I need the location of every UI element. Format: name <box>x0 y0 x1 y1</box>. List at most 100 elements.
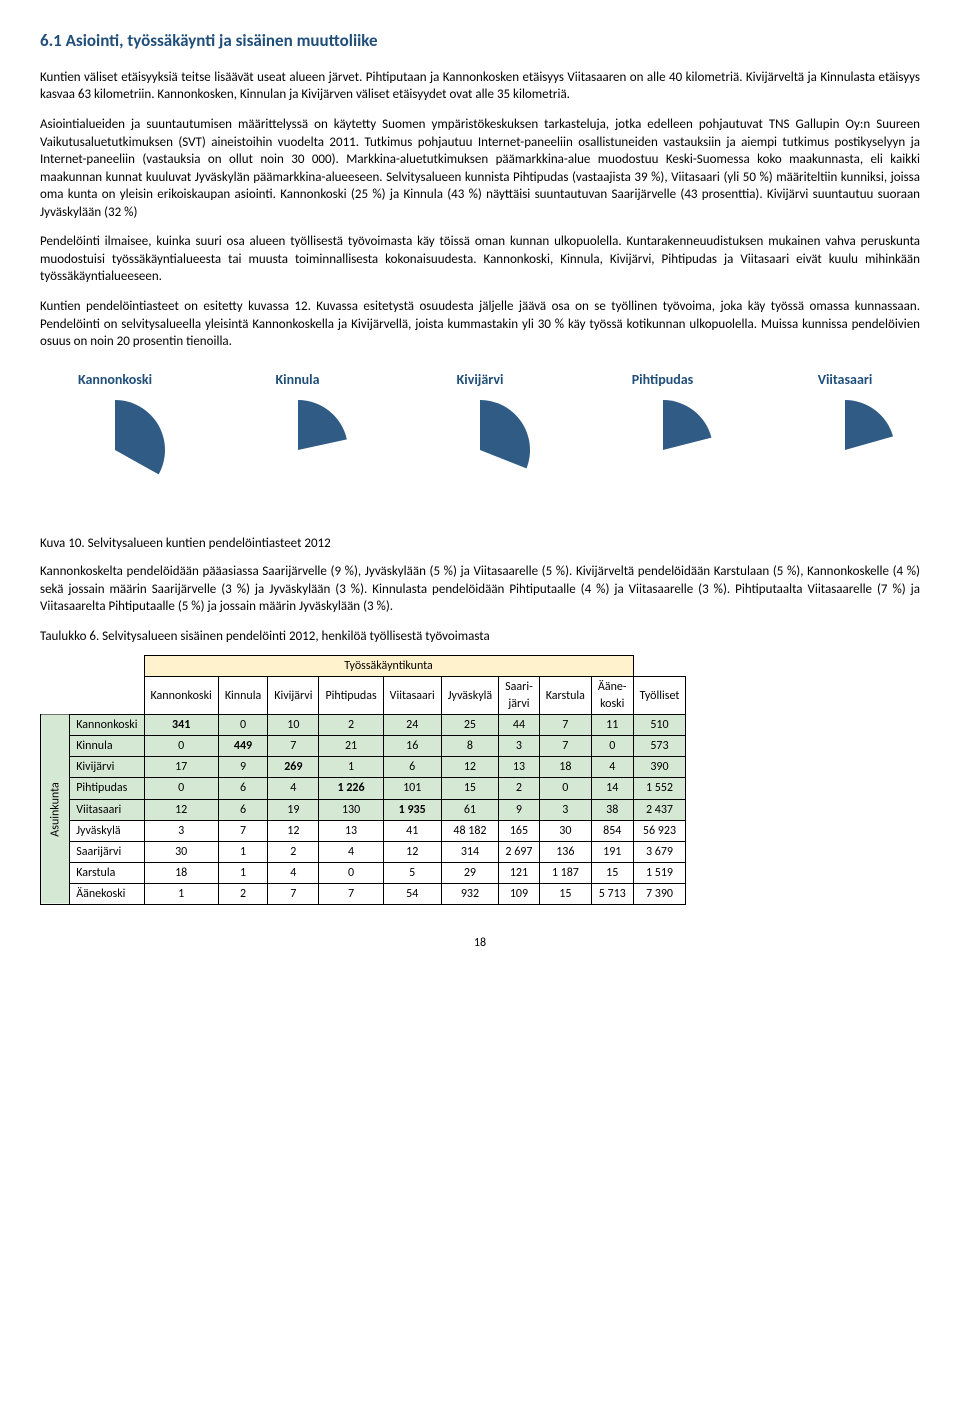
table-cell: 15 <box>591 863 633 884</box>
table-cell: 1 187 <box>539 863 591 884</box>
table-cell: 12 <box>383 841 441 862</box>
table-cell: 1 <box>218 863 267 884</box>
commuting-table: Työssäkäyntikunta KannonkoskiKinnulaKivi… <box>40 655 686 905</box>
pie-chart-value: 21,0 % <box>636 447 657 479</box>
table-cell: 30 <box>144 841 218 862</box>
table-cell: 573 <box>633 735 686 756</box>
table-cell: 15 <box>441 778 498 799</box>
table-col-header: Jyväskylä <box>441 677 498 714</box>
table-cell: 8 <box>441 735 498 756</box>
table-row-name: Kivijärvi <box>70 757 144 778</box>
table-cell: 12 <box>268 820 319 841</box>
table-cell: 7 <box>319 884 383 905</box>
table-cell: 25 <box>441 714 498 735</box>
page-number: 18 <box>40 935 920 951</box>
table-cell: 165 <box>499 820 540 841</box>
pie-chart-title: Pihtipudas <box>632 371 694 390</box>
table-cell: 1 <box>218 841 267 862</box>
table-row-name: Viitasaari <box>70 799 144 820</box>
table-cell: 13 <box>499 757 540 778</box>
table-cell: 3 <box>144 820 218 841</box>
pie-chart: Pihtipudas 21,0 % <box>588 371 738 506</box>
paragraph-5: Kannonkoskelta pendelöidään pääasiassa S… <box>40 563 920 616</box>
table-cell: 13 <box>319 820 383 841</box>
table-cell: 4 <box>591 757 633 778</box>
pie-chart-title: Kivijärvi <box>457 371 504 390</box>
table-cell: 7 <box>218 820 267 841</box>
paragraph-4: Kuntien pendelöintiasteet on esitetty ku… <box>40 298 920 351</box>
table-cell: 854 <box>591 820 633 841</box>
table-cell: 18 <box>539 757 591 778</box>
table-col-header: Viitasaari <box>383 677 441 714</box>
table-col-header: Ääne- koski <box>591 677 633 714</box>
table-cell: 5 <box>383 863 441 884</box>
table-side-label: Asuinkunta <box>41 714 70 905</box>
table-cell: 510 <box>633 714 686 735</box>
table-cell: 191 <box>591 841 633 862</box>
table-cell: 0 <box>319 863 383 884</box>
table-cell: 61 <box>441 799 498 820</box>
pie-chart-value: 20,6 % <box>818 447 839 479</box>
table-cell: 2 <box>499 778 540 799</box>
table-cell: 54 <box>383 884 441 905</box>
table-cell: 30 <box>539 820 591 841</box>
table-cell: 2 437 <box>633 799 686 820</box>
table-cell: 0 <box>539 778 591 799</box>
table-cell: 6 <box>383 757 441 778</box>
table-cell: 932 <box>441 884 498 905</box>
table-col-header: Kivijärvi <box>268 677 319 714</box>
table-cell: 11 <box>591 714 633 735</box>
table-cell: 44 <box>499 714 540 735</box>
table-row-name: Jyväskylä <box>70 820 144 841</box>
table-row-name: Kinnula <box>70 735 144 756</box>
table-cell: 16 <box>383 735 441 756</box>
table-cell: 6 <box>218 778 267 799</box>
table-cell: 17 <box>144 757 218 778</box>
table-cell: 48 182 <box>441 820 498 841</box>
figure-caption: Kuva 10. Selvitysalueen kuntien pendelöi… <box>40 535 920 553</box>
table-cell: 2 <box>218 884 267 905</box>
table-cell: 12 <box>144 799 218 820</box>
table-row-name: Kannonkoski <box>70 714 144 735</box>
table-col-header: Pihtipudas <box>319 677 383 714</box>
table-cell: 1 226 <box>319 778 383 799</box>
section-heading: 6.1 Asiointi, työssäkäynti ja sisäinen m… <box>40 30 920 53</box>
table-cell: 130 <box>319 799 383 820</box>
table-cell: 19 <box>268 799 319 820</box>
table-caption: Taulukko 6. Selvitysalueen sisäinen pend… <box>40 628 920 646</box>
table-cell: 7 <box>539 735 591 756</box>
paragraph-3: Pendelöinti ilmaisee, kuinka suuri osa a… <box>40 233 920 286</box>
table-cell: 390 <box>633 757 686 778</box>
table-cell: 1 552 <box>633 778 686 799</box>
table-cell: 21 <box>319 735 383 756</box>
table-row-name: Saarijärvi <box>70 841 144 862</box>
table-cell: 449 <box>218 735 267 756</box>
table-cell: 1 519 <box>633 863 686 884</box>
table-cell: 121 <box>499 863 540 884</box>
table-cell: 7 <box>268 735 319 756</box>
pie-chart-title: Kannonkoski <box>78 371 152 390</box>
table-cell: 9 <box>218 757 267 778</box>
table-cell: 269 <box>268 757 319 778</box>
table-cell: 56 923 <box>633 820 686 841</box>
table-row-name: Karstula <box>70 863 144 884</box>
paragraph-2: Asiointialueiden ja suuntautumisen määri… <box>40 116 920 221</box>
table-cell: 1 <box>319 757 383 778</box>
table-cell: 136 <box>539 841 591 862</box>
pie-chart-value: 21,6 % <box>271 447 292 479</box>
paragraph-1: Kuntien väliset etäisyyksiä teitse lisää… <box>40 69 920 104</box>
table-cell: 24 <box>383 714 441 735</box>
table-row-name: Pihtipudas <box>70 778 144 799</box>
table-cell: 41 <box>383 820 441 841</box>
pie-chart: Viitasaari 20,6 % <box>770 371 920 506</box>
table-col-header: Saari- järvi <box>499 677 540 714</box>
pie-chart-title: Kinnula <box>276 371 320 390</box>
pie-chart-row: Kannonkoski 33,1 % Kinnula 21,6 % Kivijärv… <box>40 371 920 506</box>
table-col-header: Kinnula <box>218 677 267 714</box>
pie-chart: Kannonkoski 33,1 % <box>40 371 190 506</box>
table-cell: 1 <box>144 884 218 905</box>
pie-chart-title: Viitasaari <box>818 371 873 390</box>
table-cell: 109 <box>499 884 540 905</box>
table-cell: 29 <box>441 863 498 884</box>
table-cell: 0 <box>591 735 633 756</box>
